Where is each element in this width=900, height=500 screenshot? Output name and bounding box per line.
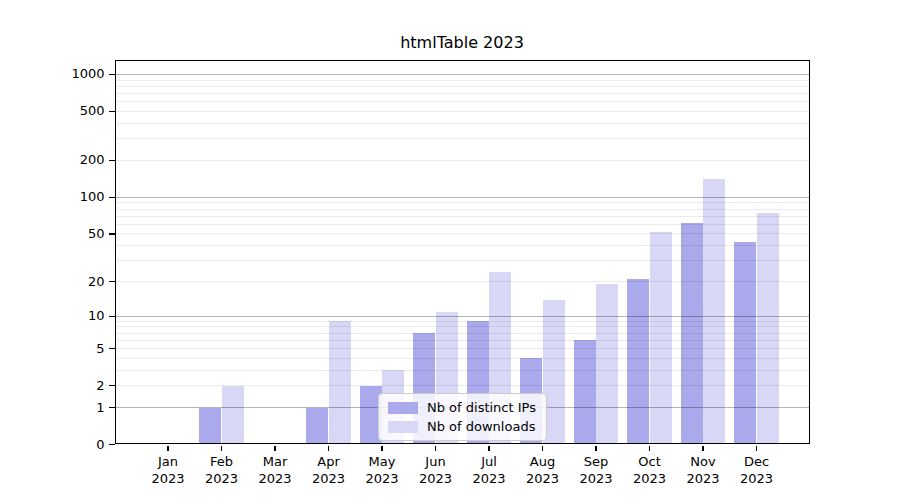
chart-title: htmlTable 2023 bbox=[114, 33, 810, 52]
bar-downloads-dec bbox=[757, 213, 779, 445]
gridline-2 bbox=[116, 385, 810, 386]
bar-downloads-nov bbox=[703, 179, 725, 444]
gridline-700 bbox=[116, 93, 810, 94]
y-tick-label-1: 1 bbox=[29, 400, 105, 416]
gridline-20 bbox=[116, 281, 810, 282]
gridline-300 bbox=[116, 138, 810, 139]
gridline-60 bbox=[116, 224, 810, 225]
x-tick-jun bbox=[435, 446, 436, 451]
y-tick-label-200: 200 bbox=[29, 152, 105, 168]
x-tick-label-year: 2023 bbox=[715, 470, 799, 487]
gridline-90 bbox=[116, 202, 810, 203]
bar-downloads-sep bbox=[596, 284, 618, 444]
y-tick-0 bbox=[109, 444, 115, 445]
chart-figure: htmlTable 2023 01251020501002005001000 J… bbox=[0, 0, 900, 500]
bar-distinct-ips-feb bbox=[199, 408, 221, 445]
y-tick-100 bbox=[109, 197, 115, 198]
y-tick-label-50: 50 bbox=[29, 226, 105, 242]
bar-distinct-ips-nov bbox=[681, 223, 703, 444]
gridline-200 bbox=[116, 160, 810, 161]
gridline-800 bbox=[116, 86, 810, 87]
gridline-3 bbox=[116, 370, 810, 371]
x-tick-label-dec: Dec2023 bbox=[715, 453, 799, 487]
y-tick-label-0: 0 bbox=[29, 437, 105, 453]
x-tick-oct bbox=[649, 446, 650, 451]
gridline-70 bbox=[116, 216, 810, 217]
gridline-40 bbox=[116, 245, 810, 246]
x-tick-nov bbox=[702, 446, 703, 451]
bar-distinct-ips-dec bbox=[734, 242, 756, 444]
y-tick-2 bbox=[109, 385, 115, 386]
gridline-80 bbox=[116, 209, 810, 210]
gridline-500 bbox=[116, 111, 810, 112]
legend-swatch-downloads bbox=[388, 421, 418, 433]
legend-item-downloads: Nb of downloads bbox=[388, 419, 536, 434]
legend-label-downloads: Nb of downloads bbox=[427, 419, 535, 434]
y-tick-10 bbox=[109, 316, 115, 317]
legend-item-distinct-ips: Nb of distinct IPs bbox=[388, 400, 536, 415]
gridline-100 bbox=[116, 197, 810, 198]
y-tick-label-100: 100 bbox=[29, 189, 105, 205]
gridline-8 bbox=[116, 326, 810, 327]
bar-downloads-feb bbox=[222, 386, 244, 444]
gridline-7 bbox=[116, 333, 810, 334]
y-tick-500 bbox=[109, 111, 115, 112]
x-tick-aug bbox=[542, 446, 543, 451]
bar-distinct-ips-sep bbox=[574, 340, 596, 444]
x-tick-jan bbox=[167, 446, 168, 451]
gridline-900 bbox=[116, 80, 810, 81]
y-tick-1 bbox=[109, 407, 115, 408]
y-tick-50 bbox=[109, 233, 115, 234]
gridline-9 bbox=[116, 321, 810, 322]
y-tick-label-2: 2 bbox=[29, 378, 105, 394]
legend-swatch-distinct-ips bbox=[388, 402, 418, 414]
bar-distinct-ips-oct bbox=[627, 279, 649, 444]
y-tick-20 bbox=[109, 281, 115, 282]
legend: Nb of distinct IPs Nb of downloads bbox=[378, 393, 547, 441]
x-tick-dec bbox=[756, 446, 757, 451]
gridline-5 bbox=[116, 348, 810, 349]
y-tick-5 bbox=[109, 348, 115, 349]
x-tick-apr bbox=[328, 446, 329, 451]
gridline-400 bbox=[116, 123, 810, 124]
gridline-600 bbox=[116, 101, 810, 102]
y-tick-1000 bbox=[109, 74, 115, 75]
x-tick-sep bbox=[595, 446, 596, 451]
x-tick-mar bbox=[274, 446, 275, 451]
gridline-10 bbox=[116, 316, 810, 317]
gridline-1000 bbox=[116, 74, 810, 75]
gridline-6 bbox=[116, 340, 810, 341]
y-tick-label-10: 10 bbox=[29, 308, 105, 324]
y-tick-200 bbox=[109, 160, 115, 161]
legend-label-distinct-ips: Nb of distinct IPs bbox=[427, 400, 536, 415]
x-tick-feb bbox=[221, 446, 222, 451]
bar-distinct-ips-apr bbox=[306, 408, 328, 445]
y-tick-label-500: 500 bbox=[29, 103, 105, 119]
gridline-30 bbox=[116, 260, 810, 261]
gridline-50 bbox=[116, 233, 810, 234]
gridline-4 bbox=[116, 358, 810, 359]
y-tick-label-20: 20 bbox=[29, 274, 105, 290]
x-tick-may bbox=[381, 446, 382, 451]
y-tick-label-1000: 1000 bbox=[29, 66, 105, 82]
y-tick-label-5: 5 bbox=[29, 341, 105, 357]
x-tick-jul bbox=[488, 446, 489, 451]
bar-downloads-oct bbox=[650, 232, 672, 444]
